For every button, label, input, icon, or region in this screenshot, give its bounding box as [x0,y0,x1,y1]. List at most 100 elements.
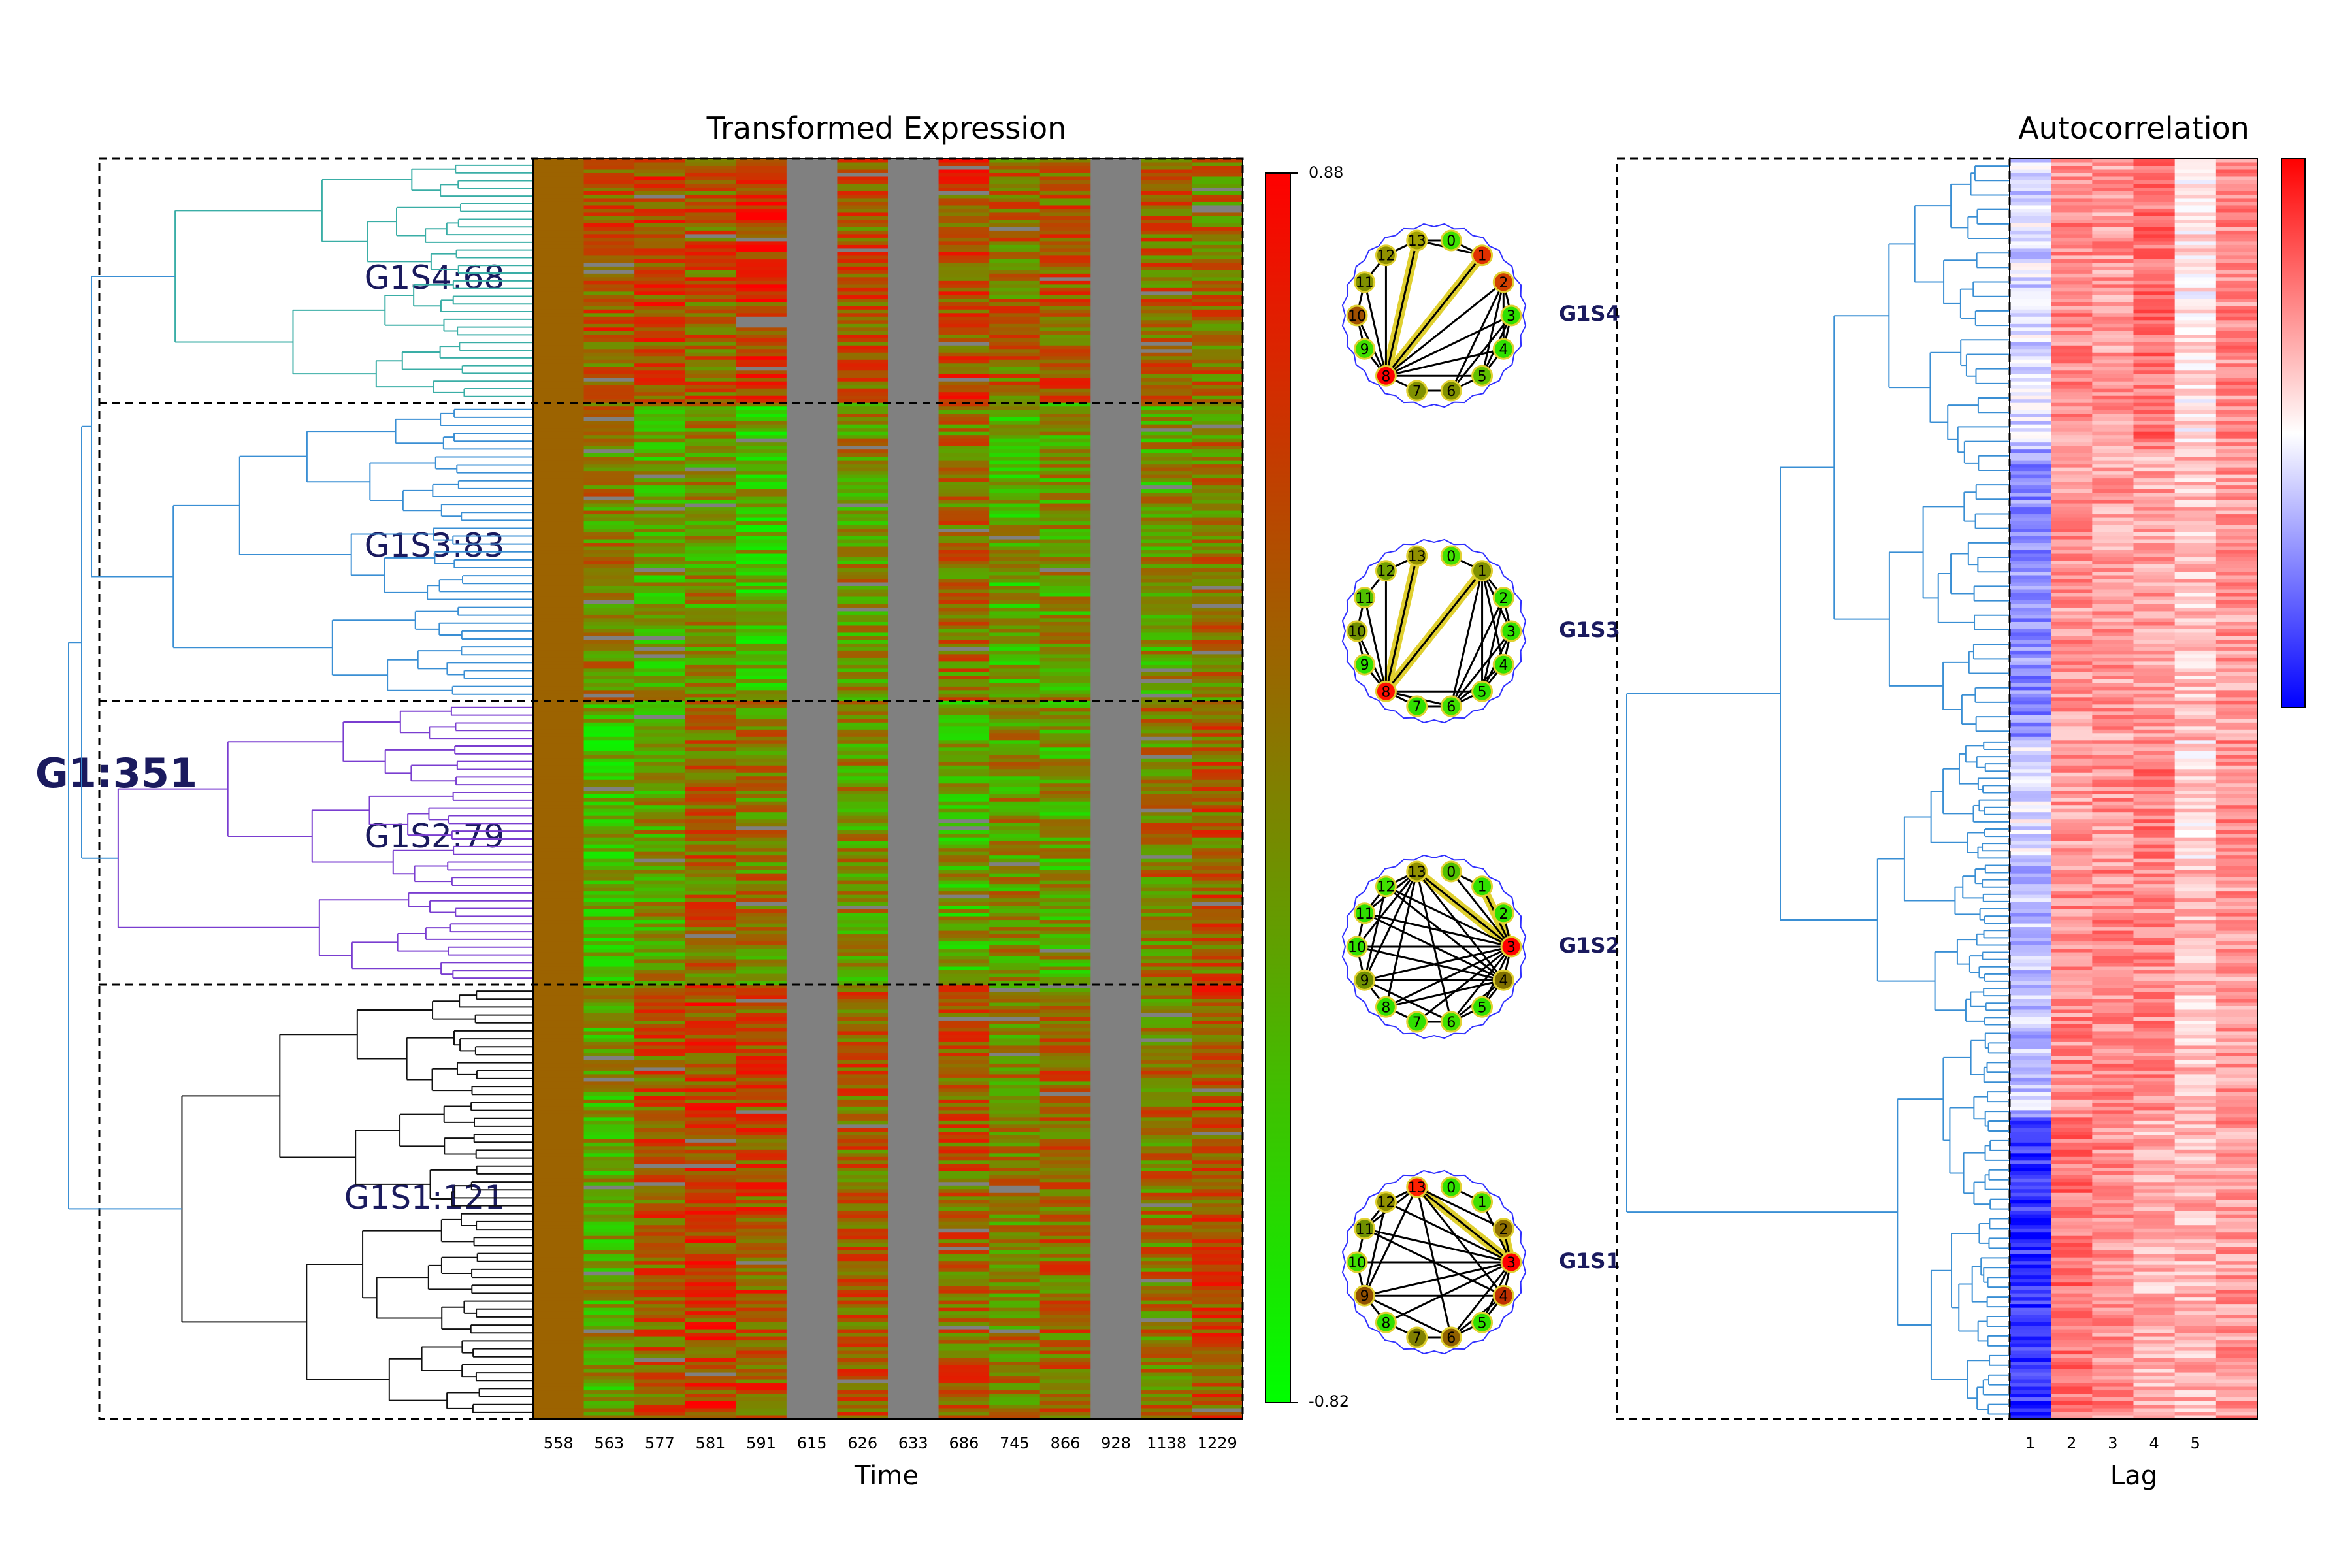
autocorr-cell [2051,338,2093,342]
heatmap-cell [938,1034,990,1039]
heatmap-cell [736,600,787,605]
heatmap-cell [634,743,686,748]
heatmap-cell [1039,539,1091,544]
heatmap-cell [736,1290,787,1294]
heatmap-cell [1192,805,1243,809]
heatmap-cell [1192,194,1243,199]
heatmap-cell [533,1311,585,1316]
heatmap-cell [583,1031,635,1036]
heatmap-cell [736,1067,787,1071]
heatmap-cell [1192,1228,1243,1233]
heatmap-cell [989,510,1041,515]
heatmap-cell [685,823,736,827]
heatmap-cell [634,159,686,163]
heatmap-cell [989,1045,1041,1050]
heatmap-cell [837,1149,889,1154]
heatmap-cell [533,1153,585,1158]
heatmap-cell [837,159,889,163]
autocorr-cell [2215,220,2258,224]
autocorr-cell [2174,184,2217,188]
heatmap-cell [685,410,736,414]
heatmap-cell [736,934,787,939]
heatmap-cell [837,579,889,583]
heatmap-cell [888,985,939,1420]
heatmap-cell [938,1146,990,1151]
autocorr-cell [2174,234,2217,238]
heatmap-cell [1039,985,1091,989]
heatmap-cell [583,259,635,263]
heatmap-cell [1192,726,1243,730]
heatmap-cell [1141,1358,1192,1362]
heatmap-cell [1039,751,1091,755]
autocorr-cell [2133,327,2176,332]
heatmap-cell [736,1027,787,1032]
heatmap-cell [989,342,1041,346]
autocorr-cell [2051,172,2093,178]
heatmap-cell [1192,234,1243,238]
autocorr-cell [2215,356,2258,361]
heatmap-cell [989,503,1041,508]
network-node-label: 9 [1360,973,1369,989]
autocorr-cell [2215,302,2258,306]
heatmap-cell [685,363,736,368]
heatmap-cell [634,927,686,932]
heatmap-cell [533,395,585,400]
heatmap-cell [533,719,585,723]
heatmap-cell [1039,855,1091,860]
heatmap-cell [634,191,686,195]
autocorr-cell [2092,277,2134,282]
heatmap-cell [989,1185,1041,1190]
autocorr-cell [2010,273,2051,278]
heatmap-cell [1192,302,1243,306]
heatmap-cell [1141,338,1192,342]
network-node-label: 6 [1446,1015,1456,1031]
heatmap-cell [583,1189,635,1194]
heatmap-cell [1039,579,1091,583]
heatmap-cell [1141,1160,1192,1165]
heatmap-cell [583,1056,635,1061]
heatmap-cell [1141,643,1192,648]
heatmap-cell [938,356,990,361]
heatmap-cell [533,873,585,877]
heatmap-cell [736,546,787,551]
heatmap-cell [634,252,686,256]
heatmap-cell [634,464,686,468]
heatmap-cell [533,234,585,238]
heatmap-cell [1141,772,1192,777]
heatmap-cell [1141,930,1192,935]
heatmap-cell [938,898,990,903]
heatmap-cell [533,1063,585,1068]
heatmap-cell [736,887,787,892]
heatmap-cell [1039,381,1091,385]
autocorr-cell [2174,359,2217,364]
heatmap-cell [685,352,736,357]
heatmap-cell [583,1009,635,1014]
heatmap-cell [938,478,990,483]
heatmap-cell [989,1099,1041,1103]
heatmap-cell [533,844,585,849]
root-cluster-label: G1:351 [35,749,197,797]
heatmap-cell [583,1243,635,1247]
heatmap-cell [1192,1160,1243,1165]
network-node-label: 4 [1499,342,1508,358]
heatmap-cell [583,604,635,608]
autocorr-cell [2051,241,2093,246]
heatmap-cell [634,507,686,512]
heatmap-cell [1039,172,1091,178]
heatmap-cell [583,435,635,440]
network-edge [1416,1186,1512,1264]
heatmap-cell [533,866,585,870]
heatmap-cell [533,1235,585,1240]
heatmap-cell [736,244,787,249]
heatmap-cell [938,402,990,407]
heatmap-cell [938,657,990,662]
heatmap-cell [583,227,635,231]
autocorr-cell [2010,370,2051,375]
heatmap-cell [989,938,1041,942]
heatmap-cell [685,988,736,992]
network-node-label: 12 [1377,564,1395,580]
heatmap-cell [1141,841,1192,845]
autocorr-cell [2010,172,2051,178]
heatmap-cell [837,259,889,263]
heatmap-cell [837,517,889,522]
